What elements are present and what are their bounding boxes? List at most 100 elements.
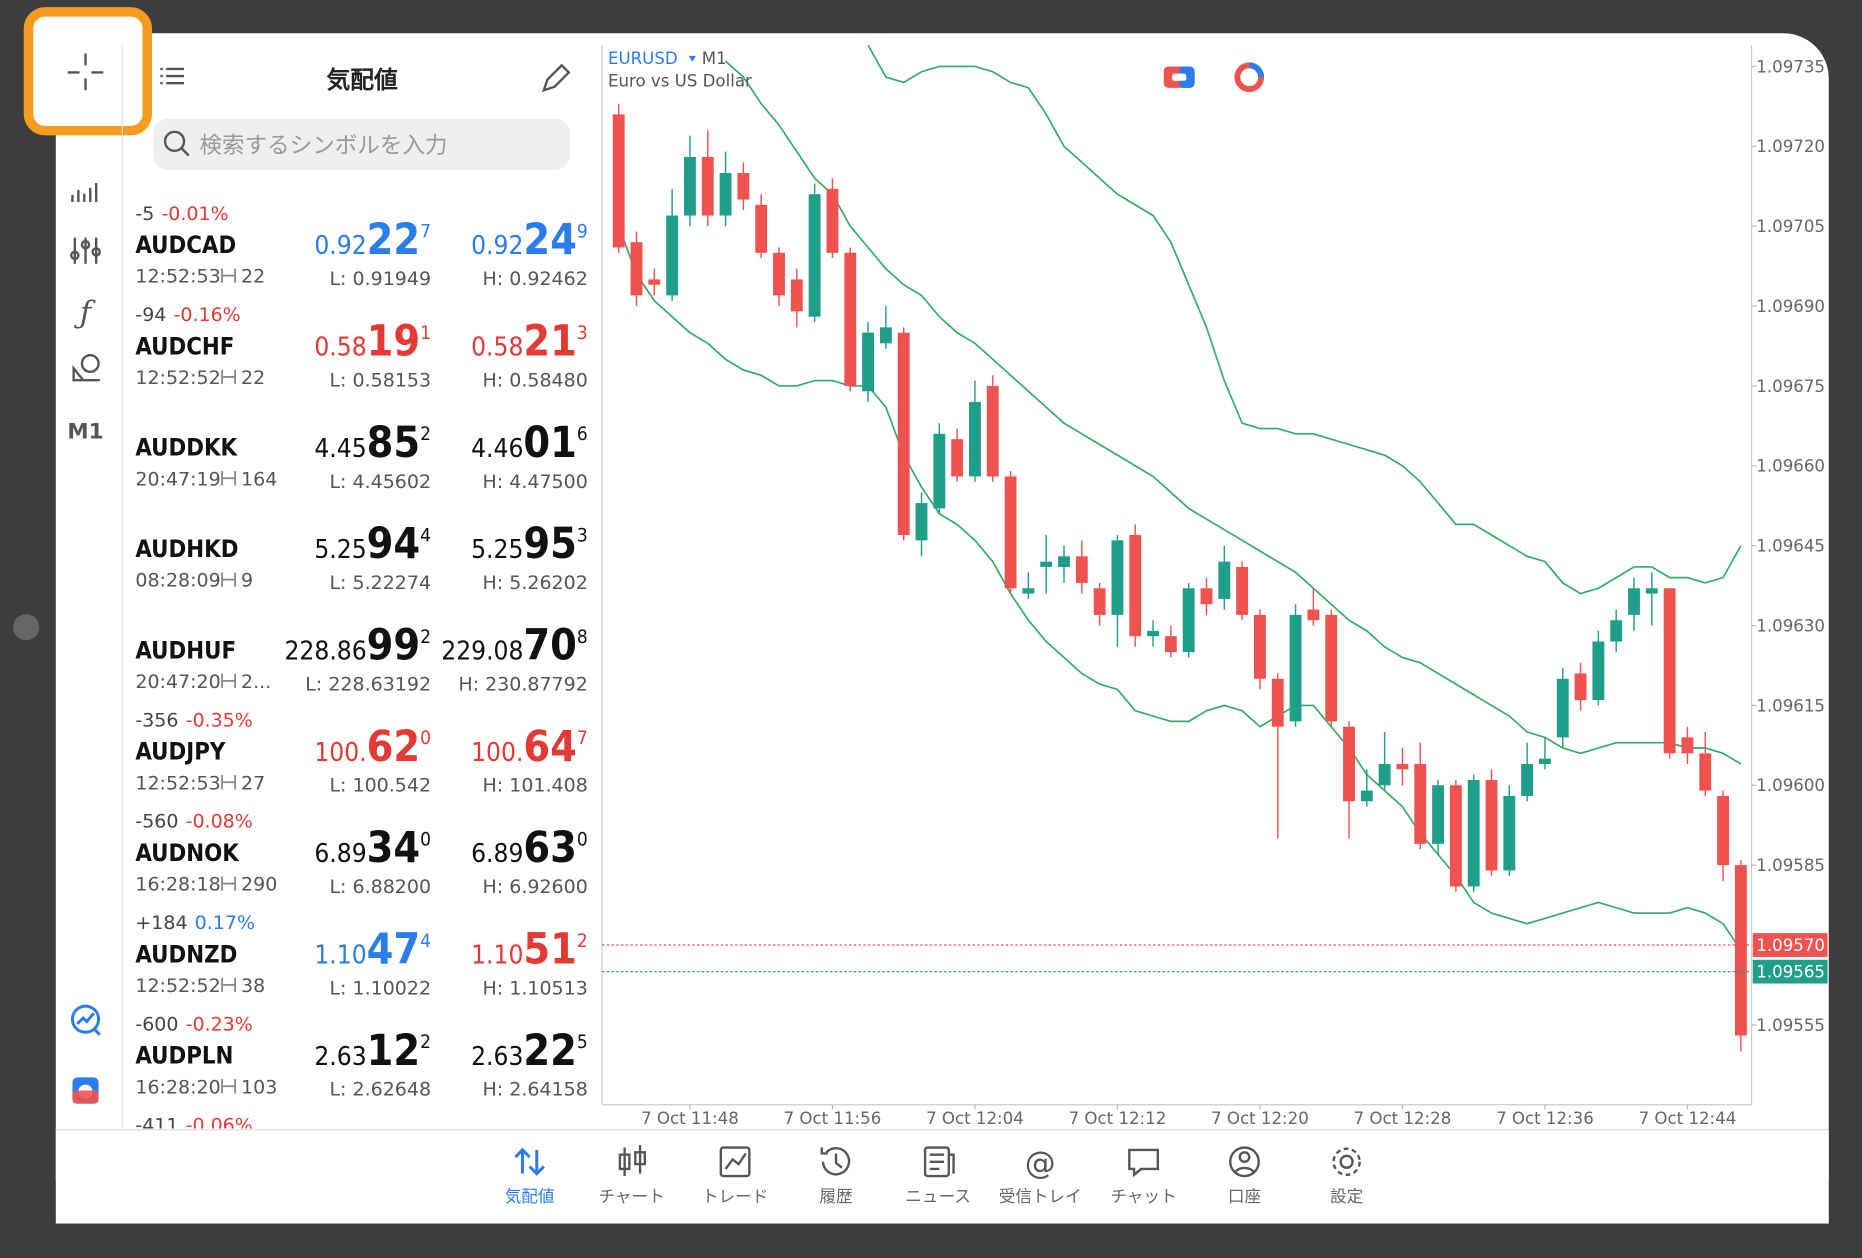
spread: 290 — [241, 874, 277, 896]
ask-price-head: 4.46 — [471, 434, 523, 464]
candle-body — [844, 252, 857, 386]
search-placeholder[interactable]: 検索するシンボルを入力 — [200, 133, 448, 159]
symbol: AUDDKK — [135, 434, 238, 462]
ask-price-tail: 0 — [577, 829, 588, 851]
edit-icon[interactable] — [541, 63, 571, 93]
bid-price-big: 22 — [367, 215, 421, 265]
bid-price-tail: 2 — [420, 1031, 431, 1053]
signal-icon[interactable] — [1234, 62, 1265, 93]
change: -5 -0.01% — [135, 203, 228, 225]
timeframe-button[interactable]: M1 — [67, 419, 103, 444]
bid-price-tail: 0 — [420, 727, 431, 749]
quotes-icon[interactable] — [514, 1147, 545, 1176]
tab-label[interactable]: チャート — [599, 1187, 665, 1206]
tab-label[interactable]: 気配値 — [505, 1187, 555, 1206]
tab-label[interactable]: 設定 — [1330, 1187, 1363, 1206]
high-price: H: 4.47500 — [483, 471, 588, 493]
change-percent: -0.35% — [186, 709, 253, 731]
candle-body — [897, 332, 910, 536]
spread: 22 — [241, 367, 265, 389]
ask-price-head: 2.63 — [471, 1042, 523, 1072]
history-icon[interactable] — [820, 1147, 851, 1176]
bars-icon[interactable] — [71, 182, 98, 202]
ask-price-tail: 8 — [577, 626, 588, 648]
spread-icon — [221, 572, 237, 587]
objects-icon[interactable] — [72, 353, 100, 382]
symbol: AUDJPY — [135, 738, 225, 766]
candle-body — [1503, 795, 1516, 871]
tab-label[interactable]: 履歴 — [819, 1187, 852, 1206]
settings-icon[interactable] — [1332, 1147, 1361, 1177]
signals-icon[interactable] — [72, 1077, 99, 1104]
bid-price-tail: 2 — [420, 626, 431, 648]
time: 12:52:53 — [135, 772, 220, 794]
candle-body — [1378, 763, 1391, 786]
ask-price-head: 5.25 — [471, 535, 523, 565]
chat-icon[interactable] — [1128, 1148, 1159, 1178]
mail-icon[interactable]: @ — [1025, 1146, 1056, 1182]
spread: 38 — [241, 975, 265, 997]
tab-icons: @ — [514, 1145, 1361, 1182]
tab-label[interactable]: ニュース — [905, 1187, 971, 1206]
chart-timeframe: M1 — [702, 49, 727, 68]
crosshair-highlight[interactable] — [23, 7, 152, 136]
bid-price-head: 2.63 — [314, 1042, 366, 1072]
search-box[interactable] — [153, 118, 570, 170]
tab-label[interactable]: 受信トレイ — [999, 1187, 1082, 1206]
chart-icon[interactable] — [618, 1145, 646, 1177]
low-price: L: 100.542 — [329, 775, 431, 797]
bid-price-tail: 4 — [420, 930, 431, 952]
trade-icon[interactable] — [70, 1004, 101, 1036]
low-price: L: 228.63192 — [305, 673, 431, 695]
news-icon[interactable] — [923, 1146, 955, 1178]
change-points: -600 — [135, 1013, 178, 1035]
ask-price: 5.25953 — [471, 519, 588, 569]
candle-body — [1414, 763, 1427, 844]
function-icon[interactable]: ƒ — [74, 295, 96, 331]
change-percent: 0.17% — [195, 912, 255, 934]
tab-label[interactable]: 口座 — [1228, 1187, 1261, 1206]
tab-label[interactable]: トレード — [702, 1187, 768, 1206]
candle-body — [1592, 641, 1605, 701]
account-icon[interactable] — [1229, 1146, 1260, 1178]
list-icon[interactable] — [160, 67, 185, 85]
indicator-icon[interactable] — [70, 237, 101, 264]
change-percent: -0.08% — [186, 811, 253, 833]
high-price: H: 6.92600 — [483, 876, 588, 898]
quote-row[interactable]: AUDDKK 20:47:19 164 4.45852 L: 4.45602 4.4601… — [135, 418, 587, 493]
ask-price-head: 229.08 — [441, 637, 523, 667]
symbol: AUDPLN — [135, 1042, 233, 1070]
y-tick-label: 1.09600 — [1756, 776, 1825, 795]
chart-symbol[interactable]: EURUSD — [608, 49, 678, 68]
camera — [13, 614, 40, 641]
y-tick-label: 1.09585 — [1756, 856, 1825, 875]
bid-price-head: 228.86 — [285, 637, 367, 667]
candle-body — [1521, 763, 1534, 796]
tab-label[interactable]: チャット — [1110, 1187, 1176, 1206]
quote-row[interactable]: -411 -0.06% — [135, 1115, 252, 1137]
bid-price: 0.92227 — [314, 215, 431, 265]
one-click-icon[interactable] — [1163, 66, 1195, 88]
ask-price-head: 100. — [471, 738, 523, 768]
band-line — [617, 225, 1742, 951]
change: +184 0.17% — [135, 912, 255, 934]
candle-body — [986, 385, 999, 477]
bid-price-big: 19 — [367, 317, 421, 367]
bid-price: 2.63122 — [314, 1026, 431, 1076]
bid-price-big: 12 — [367, 1026, 421, 1076]
ask-price: 0.58213 — [471, 317, 588, 367]
candle-body — [1539, 758, 1551, 764]
spread-icon — [221, 977, 237, 993]
symbol-dropdown[interactable] — [688, 55, 696, 62]
trade-tab-icon[interactable] — [719, 1146, 751, 1178]
x-tick-label: 7 Oct 12:28 — [1354, 1109, 1452, 1128]
